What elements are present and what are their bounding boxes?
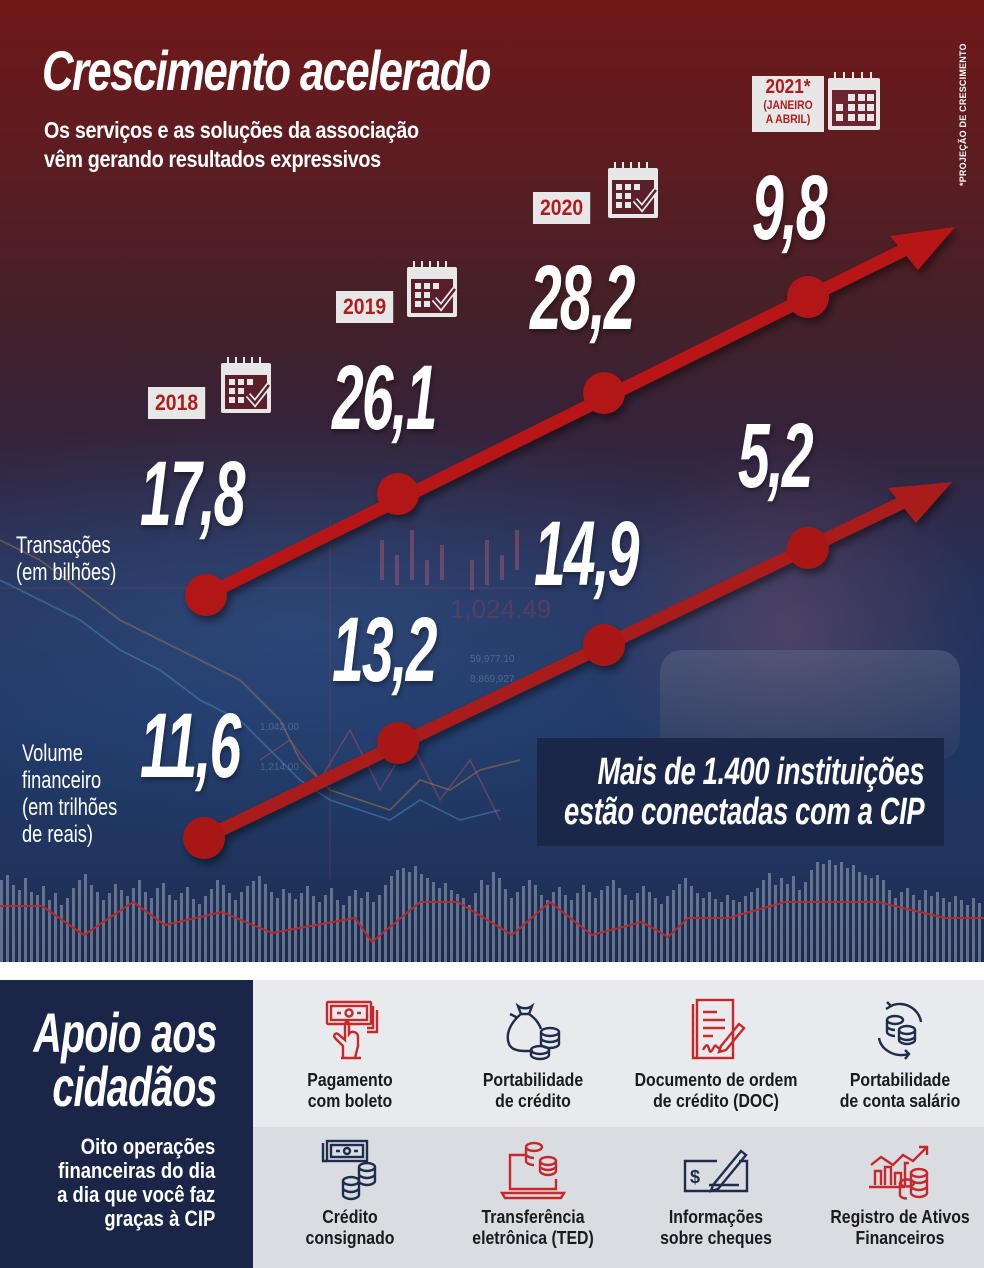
bills-coins-icon bbox=[321, 1139, 377, 1201]
growth-infographic: 59,977.10 8,869,927 1,042.00 1,214.00 1,02… bbox=[0, 0, 984, 962]
svg-text:1,024.49: 1,024.49 bbox=[450, 594, 551, 624]
transactions-value-2020: 28,2 bbox=[530, 247, 635, 349]
transactions-value-2018: 17,8 bbox=[140, 443, 245, 545]
service-item-boleto: Pagamento com boleto bbox=[259, 980, 441, 1127]
transactions-series-label: Transações (em bilhões) bbox=[16, 532, 117, 586]
volume-arrow bbox=[183, 482, 952, 859]
service-item-salary-portability: Portabilidade de conta salário bbox=[809, 980, 984, 1127]
calendar-check-icon bbox=[407, 261, 458, 317]
services-row-1: Pagamento com boleto Portabilidade de cr… bbox=[253, 980, 984, 1127]
volume-value-2018: 11,6 bbox=[140, 695, 241, 797]
calendar-check-icon bbox=[221, 357, 272, 413]
service-item-doc: Documento de ordem de crédito (DOC) bbox=[625, 980, 807, 1127]
section-title: Apoio aos cidadãos bbox=[33, 1001, 218, 1118]
section-subtitle: Oito operações financeiras do dia a dia … bbox=[56, 1134, 215, 1231]
citizen-support-panel: Apoio aos cidadãos Oito operações financ… bbox=[0, 980, 253, 1268]
institutions-callout: Mais de 1.400 instituições estão conecta… bbox=[537, 738, 944, 846]
svg-text:1,042.00: 1,042.00 bbox=[260, 722, 299, 733]
background-market-chart: 59,977.10 8,869,927 1,042.00 1,214.00 1,02… bbox=[0, 520, 984, 962]
signed-document-icon bbox=[691, 998, 746, 1060]
svg-text:8,869,927: 8,869,927 bbox=[470, 674, 515, 685]
hand-bill-icon bbox=[325, 1000, 379, 1060]
coins-exchange-icon bbox=[877, 1001, 923, 1060]
volume-value-2021: 5,2 bbox=[738, 405, 814, 507]
service-item-credit-portability: Portabilidade de crédito bbox=[442, 980, 624, 1127]
svg-text:1,214.00: 1,214.00 bbox=[260, 762, 299, 773]
calendar-check-icon bbox=[608, 162, 659, 218]
svg-text:59,977.10: 59,977.10 bbox=[470, 654, 515, 665]
service-item-ted: Transferência eletrônica (TED) bbox=[442, 1127, 624, 1268]
volume-value-2020: 14,9 bbox=[534, 503, 639, 605]
page-subtitle: Os serviços e as soluções da associação … bbox=[44, 117, 419, 172]
laptop-coins-icon bbox=[499, 1141, 567, 1200]
service-item-cheques: $ Informações sobre cheques bbox=[625, 1127, 807, 1268]
svg-text:$: $ bbox=[690, 1167, 700, 1187]
volume-series-label: Volume financeiro (em trilhões de reais) bbox=[22, 740, 118, 848]
transactions-arrow bbox=[185, 227, 955, 616]
year-badge-2018: 2018 bbox=[148, 353, 278, 419]
growth-chart-coins-icon bbox=[869, 1145, 929, 1200]
transactions-value-2021: 9,8 bbox=[752, 157, 828, 259]
check-pen-icon: $ bbox=[683, 1149, 749, 1193]
calendar-icon bbox=[828, 72, 880, 130]
growth-arrows bbox=[183, 227, 955, 859]
volume-value-2019: 13,2 bbox=[332, 599, 437, 701]
background-zigzag-line bbox=[0, 900, 984, 944]
services-row-2: Crédito consignado Transferência eletrôn… bbox=[253, 1127, 984, 1268]
transactions-value-2019: 26,1 bbox=[332, 347, 437, 449]
service-item-asset-registry: Registro de Ativos Financeiros bbox=[809, 1127, 984, 1268]
page-title: Crescimento acelerado bbox=[42, 39, 492, 102]
year-badge-2021: 2021* (JANEIRO A ABRIL) bbox=[752, 68, 884, 134]
money-bag-coins-icon bbox=[506, 1002, 561, 1061]
year-badge-2020: 2020 bbox=[533, 158, 667, 224]
service-item-payroll-loan: Crédito consignado bbox=[259, 1127, 441, 1268]
year-badge-2019: 2019 bbox=[336, 257, 466, 323]
